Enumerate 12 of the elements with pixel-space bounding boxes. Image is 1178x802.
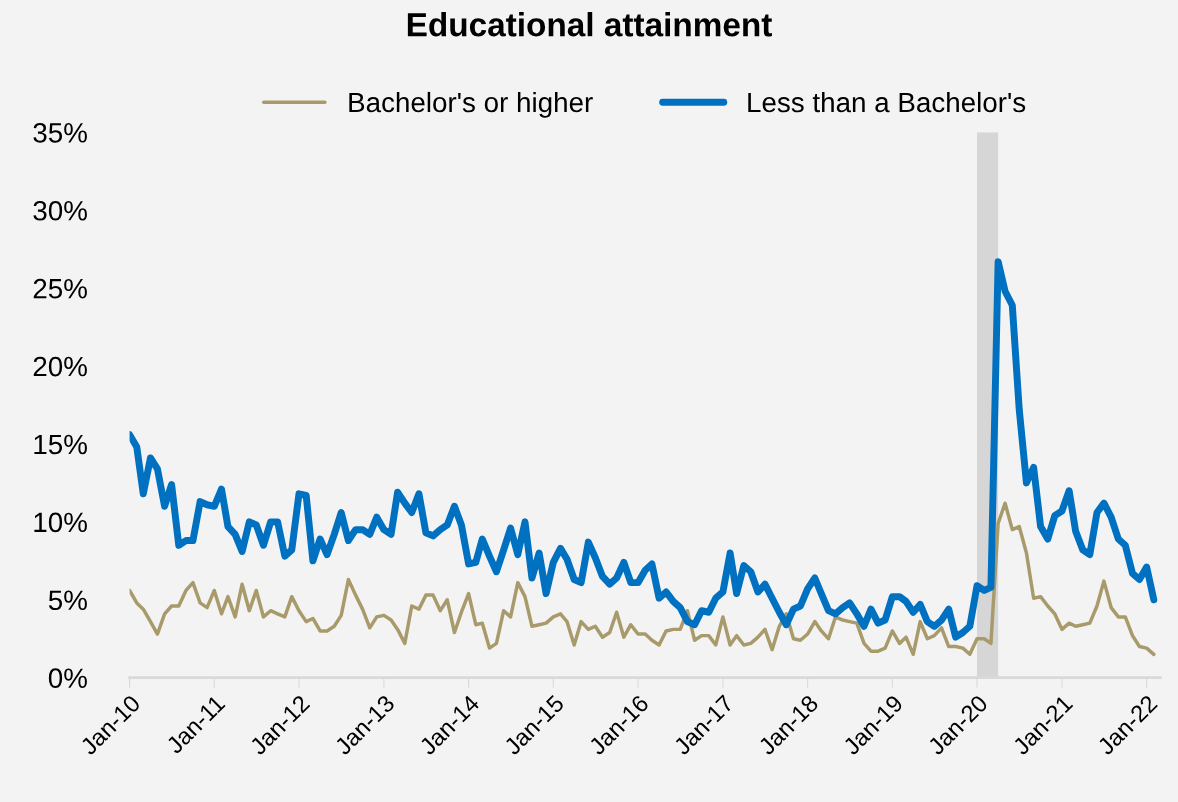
y-tick-label: 0% (48, 668, 87, 689)
chart-title: Educational attainment (407, 12, 772, 37)
y-tick-label: 10% (34, 512, 87, 533)
legend-label: Bachelor's or higher (349, 91, 593, 118)
y-tick-label: 15% (34, 434, 87, 455)
legend-label: Less than a Bachelor's (748, 91, 1026, 113)
line-series (129, 501, 1156, 657)
y-tick-label: 25% (33, 278, 87, 299)
y-tick-label: 5% (48, 590, 87, 611)
y-tick-label: 30% (33, 200, 87, 221)
y-tick-label: 20% (33, 356, 87, 377)
y-tick-label: 35% (33, 123, 87, 143)
